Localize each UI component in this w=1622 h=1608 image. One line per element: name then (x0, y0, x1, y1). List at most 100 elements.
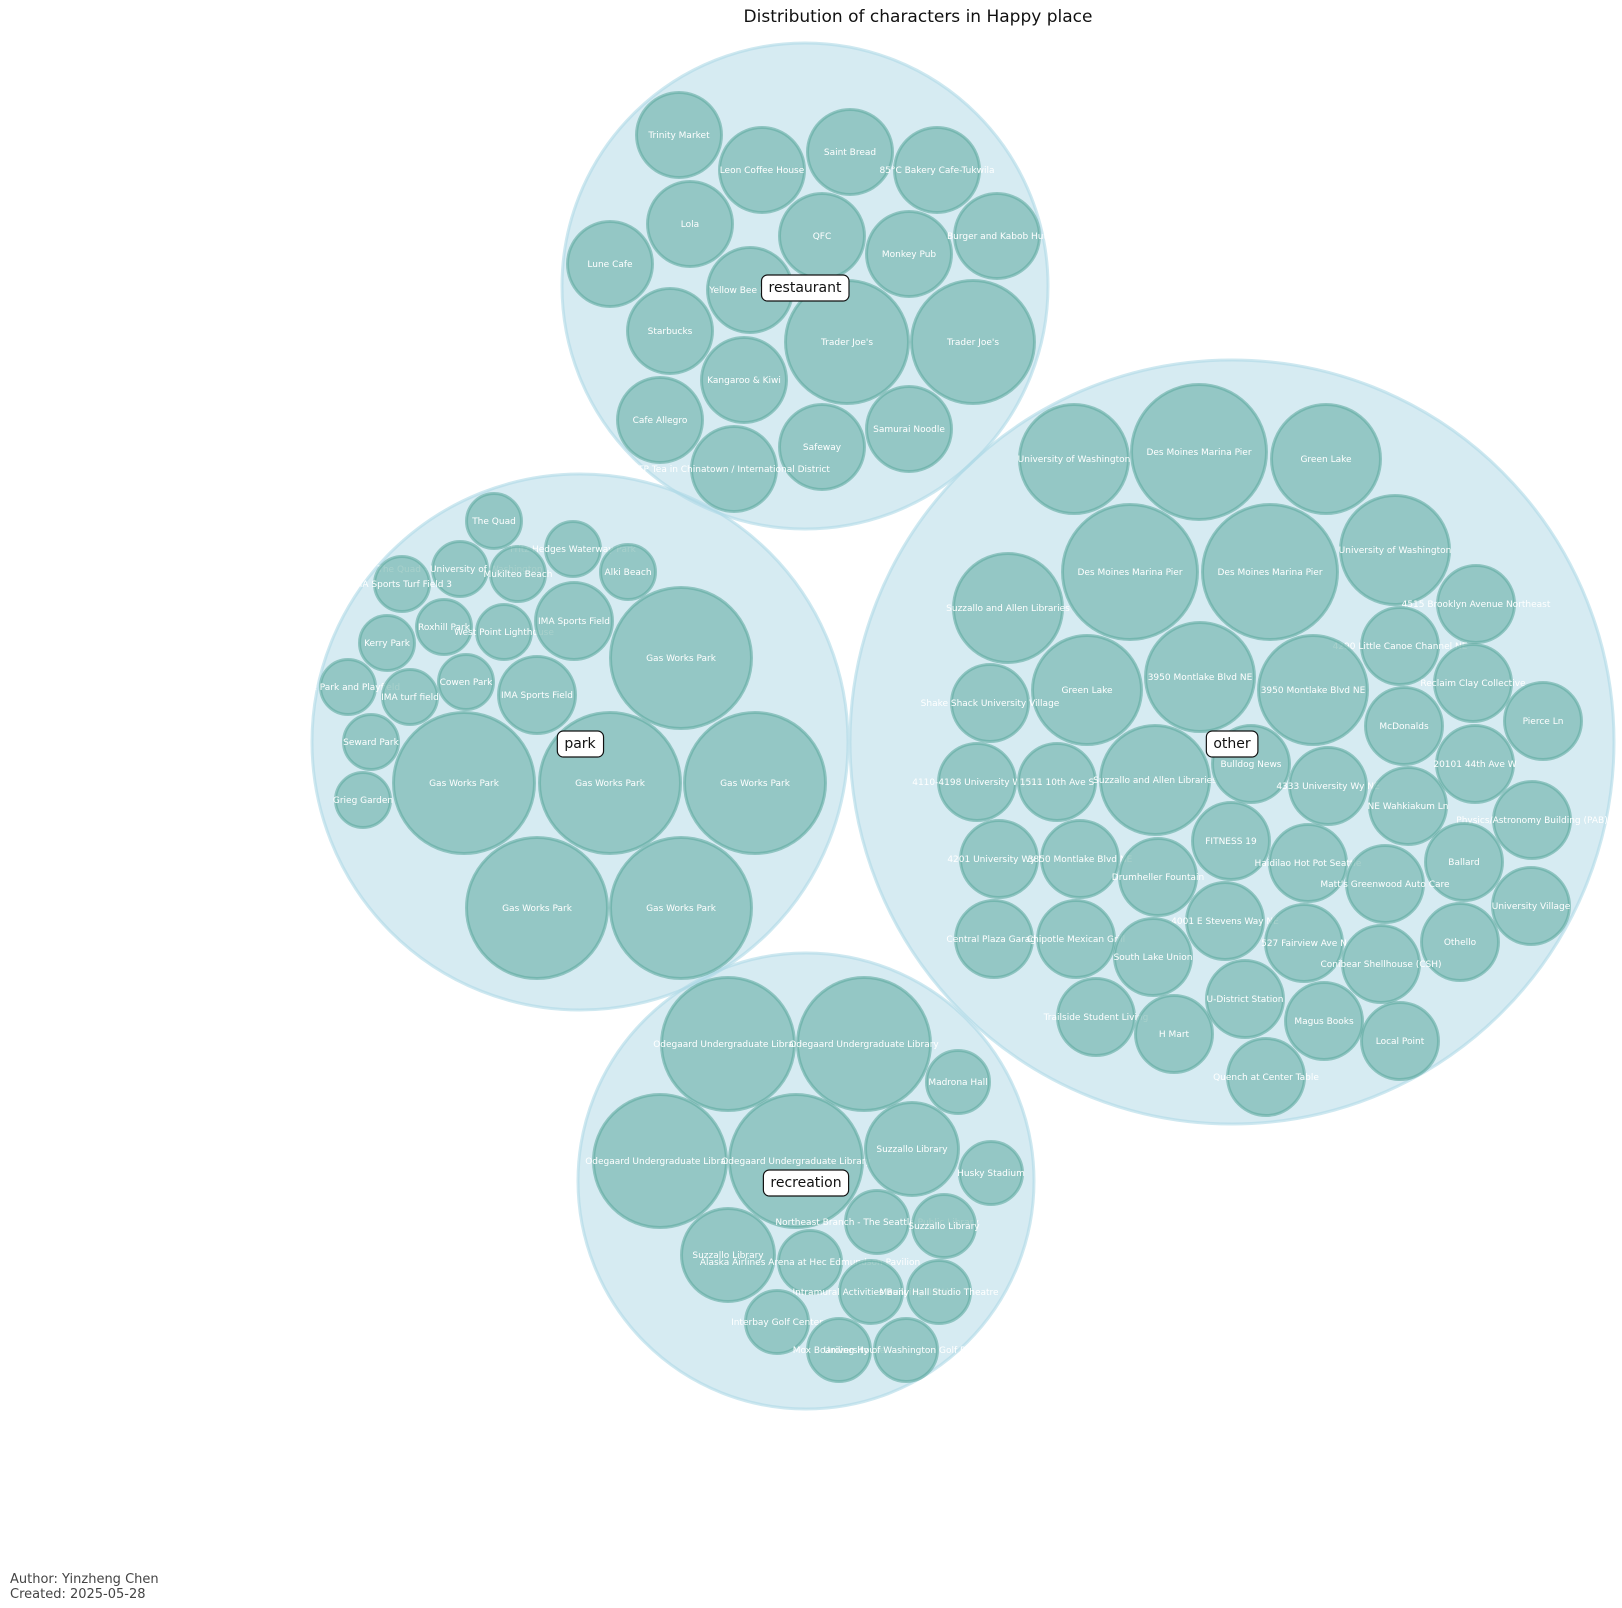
leaf-circle (744, 1289, 810, 1355)
leaf-label: Gas Works Park (502, 904, 573, 914)
leaf-circle (806, 108, 894, 196)
leaf-circle (1205, 959, 1285, 1039)
leaf-label: Safeway (803, 443, 842, 453)
leaf-label: QFC (813, 232, 832, 242)
leaf-other: Green Lake (1270, 403, 1382, 515)
leaf-label: Othello (1444, 938, 1477, 948)
leaf-other: 4001 E Stevens Way NE (1171, 881, 1279, 961)
leaf-other: FITNESS 19 (1191, 801, 1271, 881)
leaf-park: IMA Sports Field (497, 655, 577, 735)
leaf-restaurant: Safeway (778, 403, 866, 491)
leaf-other: South Lake Union (1113, 917, 1193, 997)
chart-title: Distribution of characters in Happy plac… (743, 7, 1093, 27)
author-text: Author: Yinzheng Chen (10, 1572, 159, 1587)
leaf-recreation: Alaska Airlines Arena at Hec Edmundson P… (700, 1229, 920, 1295)
leaf-label: Leon Coffee House (720, 166, 805, 176)
leaf-restaurant: Trader Joe's (910, 279, 1036, 405)
leaf-restaurant: Lune Cafe (566, 220, 654, 308)
leaf-park: Gas Works Park (683, 711, 827, 855)
leaf-label: University of Washington Golf Range (823, 1346, 989, 1356)
leaf-label: IMA turf field (381, 693, 439, 703)
leaf-circle (683, 711, 827, 855)
leaf-restaurant: Leon Coffee House (718, 126, 806, 214)
leaf-label: Des Moines Marina Pier (1217, 568, 1322, 578)
leaf-other: 1511 10th Ave S (1017, 742, 1097, 822)
leaf-label: South Lake Union (1114, 953, 1193, 963)
leaf-other: 3850 Montlake Blvd NE (1028, 819, 1133, 899)
leaf-restaurant: Kangaroo & Kiwi (700, 336, 788, 424)
leaf-label: IMA Sports Turf Field 3 (352, 580, 452, 590)
leaf-label: Lake Park and Playfield (296, 683, 400, 693)
leaf-circle (465, 836, 609, 980)
leaf-circle (906, 1259, 972, 1325)
leaf-label: Magus Books (1294, 1017, 1354, 1027)
leaf-circle (1056, 977, 1136, 1057)
leaf-label: Yellow Bee Market (708, 286, 791, 296)
leaf-other: Quench at Center Table (1213, 1037, 1319, 1117)
leaf-circle (1118, 837, 1198, 917)
leaf-label: Reclaim Clay Collective (1420, 679, 1526, 689)
leaf-circle (381, 668, 439, 726)
leaf-circle (431, 540, 489, 598)
leaf-circle (1144, 621, 1256, 733)
leaf-circle (952, 552, 1064, 664)
leaf-circle (534, 581, 614, 661)
leaf-circle (1435, 724, 1515, 804)
leaf-other: Green Lake (1031, 634, 1143, 746)
leaf-label: Cowen Park (440, 678, 493, 688)
leaf-label: Gas Works Park (429, 779, 500, 789)
leaf-label: Seward Park (343, 738, 399, 748)
leaf-circle (1226, 1037, 1306, 1117)
leaf-label: Trader Joe's (946, 338, 999, 348)
leaf-circle (1360, 606, 1440, 686)
leaf-recreation: Mox Boarding House (793, 1317, 886, 1383)
leaf-label: Suzzallo and Allen Libraries (1093, 776, 1217, 786)
leaf-other: Pierce Ln (1503, 681, 1583, 761)
leaf-circle (777, 1229, 843, 1295)
leaf-circle (1436, 564, 1516, 644)
leaf-other: University Village (1491, 866, 1571, 946)
leaf-other: 4333 University Wy NE (1276, 746, 1380, 826)
leaf-circle (893, 126, 981, 214)
leaf-park: The Quad (465, 492, 523, 550)
leaf-park: Kerry Park (358, 614, 416, 672)
leaf-circle (465, 492, 523, 550)
leaf-label: Chipotle Mexican Grill (1027, 935, 1125, 945)
leaf-label: TP Tea in Chinatown / International Dist… (637, 465, 830, 475)
leaf-other: 3950 Montlake Blvd NE (1257, 634, 1369, 746)
leaf-recreation: Suzzallo Library (680, 1207, 776, 1303)
leaf-circle (700, 336, 788, 424)
leaf-recreation: Suzzallo Library (908, 1193, 980, 1259)
leaf-label: Suzzallo and Allen Libraries (946, 604, 1070, 614)
leaf-circle (950, 663, 1030, 743)
leaf-label: 4110-4198 University Wy NE (912, 778, 1042, 788)
leaf-recreation: University of Washington Golf Range (823, 1317, 989, 1383)
leaf-circle (953, 192, 1041, 280)
leaf-label: University Village (1492, 902, 1571, 912)
leaf-circle (1036, 899, 1116, 979)
leaf-label: Odegaard Undergraduate Library (585, 1157, 735, 1167)
leaf-circles-layer: Trinity Market Leon Coffee House Saint Bre… (296, 91, 1608, 1383)
leaf-circle (1339, 494, 1451, 606)
leaf-label: Gas Works Park (646, 904, 717, 914)
leaf-recreation: Odegaard Undergraduate Library (789, 976, 939, 1112)
leaf-other: Des Moines Marina Pier (1061, 503, 1199, 641)
group-label-text: restaurant (769, 280, 843, 296)
leaf-circle (342, 713, 400, 771)
leaf-circle (475, 603, 533, 661)
leaf-park: Fritz Hedges Waterway Park (510, 520, 637, 578)
leaf-label: Suzzallo Library (692, 1251, 764, 1261)
leaf-circle (646, 180, 734, 268)
leaf-park: IMA Sports Turf Field 3 (352, 555, 452, 613)
leaf-recreation: Meany Hall Studio Theatre (879, 1259, 999, 1325)
leaf-label: Green Lake (1061, 686, 1113, 696)
leaf-circle (1017, 742, 1097, 822)
leaf-circle (1368, 766, 1448, 846)
leaf-restaurant: QFC (778, 192, 866, 280)
leaf-restaurant: Monkey Pub (865, 210, 953, 298)
leaf-circle (392, 711, 536, 855)
leaf-circle (778, 403, 866, 491)
leaf-label: Suzzallo Library (876, 1145, 948, 1155)
leaf-circle (660, 976, 796, 1112)
leaf-restaurant: Cafe Allegro (616, 376, 704, 464)
